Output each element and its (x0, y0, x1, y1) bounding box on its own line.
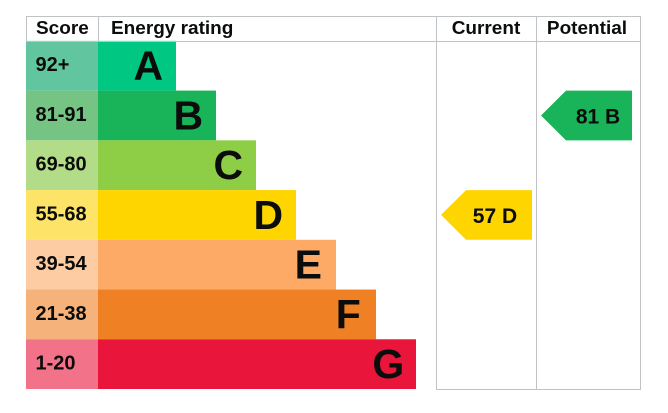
svg-text:D: D (253, 192, 283, 238)
svg-text:Energy rating: Energy rating (111, 18, 233, 39)
svg-text:Current: Current (452, 18, 521, 39)
svg-text:55-68: 55-68 (36, 203, 87, 225)
svg-text:1-20: 1-20 (36, 353, 76, 375)
svg-text:G: G (372, 341, 404, 387)
svg-text:81 B: 81 B (576, 105, 620, 128)
svg-text:39-54: 39-54 (36, 253, 87, 275)
svg-text:Score: Score (36, 18, 89, 39)
svg-text:A: A (133, 43, 163, 89)
svg-text:B: B (173, 92, 203, 138)
svg-text:C: C (213, 142, 243, 188)
svg-text:92+: 92+ (36, 54, 70, 76)
svg-text:21-38: 21-38 (36, 303, 87, 325)
svg-text:69-80: 69-80 (36, 154, 87, 176)
svg-text:E: E (295, 242, 322, 288)
svg-text:81-91: 81-91 (36, 104, 87, 126)
svg-text:F: F (336, 291, 361, 337)
svg-text:57 D: 57 D (473, 205, 517, 228)
svg-text:Potential: Potential (547, 18, 627, 39)
